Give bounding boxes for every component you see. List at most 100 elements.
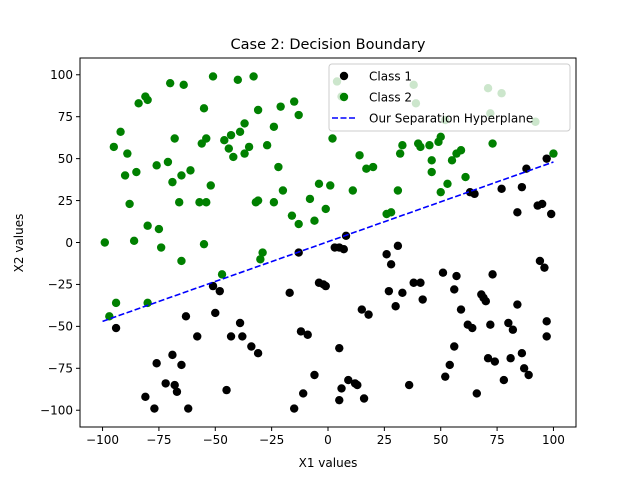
class-2-point bbox=[253, 105, 263, 115]
class-2-point bbox=[287, 211, 297, 220]
class-2-point bbox=[111, 298, 121, 308]
class-2-point bbox=[436, 187, 445, 197]
class-2-point bbox=[123, 149, 132, 158]
class-2-point bbox=[206, 181, 215, 190]
class-2-point bbox=[134, 99, 143, 108]
class-1-point bbox=[542, 154, 551, 163]
class-2-point bbox=[328, 134, 337, 143]
class-2-point bbox=[170, 134, 179, 143]
class-1-point bbox=[468, 323, 477, 333]
class-1-point bbox=[418, 295, 427, 304]
class-2-point bbox=[305, 194, 315, 204]
class-1-point bbox=[524, 370, 533, 380]
class-2-point bbox=[249, 72, 258, 81]
class-2-point bbox=[398, 141, 407, 150]
class-2-point bbox=[427, 156, 436, 165]
class-2-point bbox=[256, 255, 265, 264]
class-1-point bbox=[391, 302, 400, 311]
class-2-point bbox=[240, 149, 249, 158]
class-2-point bbox=[179, 80, 188, 90]
class-1-point bbox=[506, 354, 515, 363]
class-2-point bbox=[125, 199, 134, 209]
class-2-point bbox=[154, 224, 164, 234]
class-2-point bbox=[202, 198, 211, 207]
class-2-point bbox=[177, 171, 186, 180]
class-1-point bbox=[172, 387, 182, 396]
class-2-point bbox=[443, 179, 452, 188]
class-2-point bbox=[100, 238, 110, 247]
class-1-point bbox=[211, 308, 220, 318]
x-tick-label: −50 bbox=[203, 433, 228, 447]
y-tick-label: 50 bbox=[58, 152, 73, 166]
class-2-point bbox=[269, 122, 279, 131]
legend-marker-class-2 bbox=[339, 92, 349, 102]
class-2-point bbox=[289, 97, 299, 106]
class-1-point bbox=[547, 209, 556, 219]
class-1-point bbox=[141, 392, 150, 402]
class-1-point bbox=[253, 349, 263, 358]
class-1-point bbox=[542, 332, 551, 341]
class-1-point bbox=[438, 268, 448, 277]
class-2-point bbox=[355, 151, 364, 160]
x-tick-label: 100 bbox=[542, 433, 565, 447]
legend-label-class-1: Class 1 bbox=[369, 69, 412, 83]
class-2-point bbox=[220, 135, 229, 145]
class-1-point bbox=[488, 270, 497, 279]
class-1-point bbox=[335, 343, 344, 353]
y-tick-label: −50 bbox=[48, 320, 73, 334]
class-1-point bbox=[344, 375, 353, 385]
class-1-point bbox=[152, 359, 161, 368]
class-2-point bbox=[393, 186, 403, 195]
class-2-point bbox=[461, 172, 470, 182]
class-1-point bbox=[470, 189, 479, 199]
class-2-point bbox=[175, 198, 184, 207]
class-1-point bbox=[357, 305, 367, 314]
class-1-point bbox=[184, 404, 193, 413]
class-1-point bbox=[508, 325, 518, 334]
class-2-point bbox=[224, 144, 233, 153]
x-axis-ticks: −100 −75 −50 −25 0 25 50 75 100 bbox=[86, 427, 565, 447]
class-1-point bbox=[452, 271, 461, 281]
class-1-point bbox=[222, 385, 231, 395]
y-tick-label: 100 bbox=[50, 68, 73, 82]
class-1-point bbox=[522, 164, 531, 173]
class-2-point bbox=[326, 181, 335, 190]
class-2-point bbox=[416, 142, 425, 152]
class-2-point bbox=[456, 146, 466, 155]
class-1-point bbox=[247, 342, 256, 351]
class-2-point bbox=[199, 104, 209, 113]
class-2-point bbox=[163, 157, 173, 167]
legend-label-our-separation-hyperplane: Our Separation Hyperplane bbox=[369, 111, 533, 125]
class-1-point bbox=[193, 332, 202, 341]
class-1-point bbox=[472, 389, 481, 398]
class-1-point bbox=[215, 286, 224, 296]
class-1-point bbox=[181, 312, 191, 321]
class-2-point bbox=[386, 208, 396, 217]
class-1-point bbox=[310, 370, 319, 380]
class-1-point bbox=[393, 241, 403, 251]
class-2-point bbox=[208, 72, 218, 81]
class-1-point bbox=[161, 379, 170, 388]
class-1-point bbox=[497, 184, 506, 194]
class-1-point bbox=[335, 395, 344, 405]
legend: Class 1 Class 2 Our Separation Hyperplane bbox=[328, 63, 571, 132]
class-2-point bbox=[116, 127, 125, 136]
class-1-point bbox=[481, 297, 491, 306]
class-2-point bbox=[549, 149, 558, 158]
class-2-point bbox=[294, 110, 303, 120]
class-1-point bbox=[235, 318, 245, 328]
class-2-point bbox=[244, 142, 254, 152]
class-1-point bbox=[456, 305, 466, 314]
class-2-point bbox=[488, 139, 497, 148]
class-1-point bbox=[504, 318, 513, 328]
class-1-point bbox=[404, 380, 414, 390]
class-1-point bbox=[537, 199, 547, 209]
class-1-point bbox=[150, 404, 159, 413]
class-2-point bbox=[362, 164, 371, 173]
class-2-point bbox=[436, 132, 445, 142]
hyperplane-line bbox=[102, 161, 554, 323]
y-axis-label: X2 values bbox=[12, 214, 26, 273]
class-2-point bbox=[368, 162, 378, 172]
class-2-point bbox=[199, 239, 209, 249]
class-1-point bbox=[513, 300, 522, 309]
